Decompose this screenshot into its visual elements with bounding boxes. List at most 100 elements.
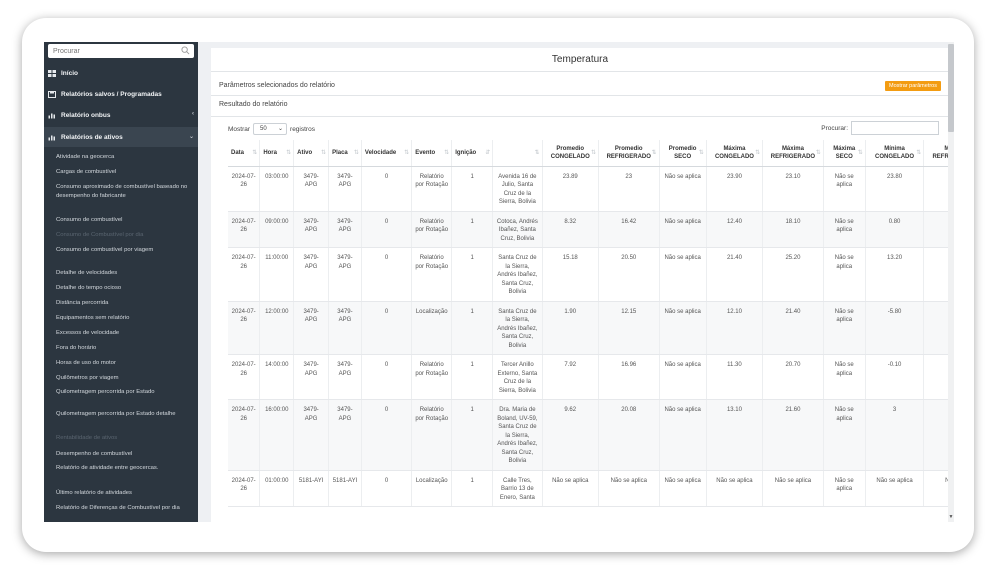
sort-icon: ⇅ [404, 150, 410, 156]
sidebar-subitem[interactable]: Equipamentos sem relatório [56, 315, 130, 321]
scroll-down-icon[interactable]: ▼ [948, 514, 954, 520]
sidebar-subitem[interactable]: Quilômetros por viagem [56, 375, 119, 381]
show-params-button[interactable]: Mostrar parâmetros [885, 81, 941, 91]
sidebar-subitem[interactable]: Horas de uso do motor [56, 360, 116, 366]
sort-icon: ⇅ [698, 150, 704, 156]
table-cell: Não se aplica [823, 166, 866, 212]
page-title: Temperatura [211, 48, 949, 72]
table-cell: Não se aplica [659, 354, 707, 400]
sidebar-subitem[interactable]: Detalhe do tempo ocioso [56, 285, 122, 291]
sidebar-subitem[interactable]: Excessos de velocidade [56, 330, 120, 336]
sort-icon: ⇅ [321, 150, 327, 156]
device-frame: Início Relatórios salvos / Programadas R… [22, 18, 974, 552]
column-header-label: Ativo [297, 149, 313, 156]
column-header[interactable]: Velocidade ⇅ [361, 140, 413, 167]
sidebar-subitem[interactable]: Consumo aproximado de combustível basead… [56, 184, 188, 199]
column-header-label: Data [231, 149, 245, 156]
sidebar-subitem[interactable]: Rentabilidade de ativos [56, 435, 118, 441]
column-header-label: Hora [263, 149, 277, 156]
table-cell: 3479-APG [328, 354, 362, 400]
column-header[interactable]: Máxima SECO ⇅ [823, 140, 866, 167]
sidebar-subitem[interactable]: Fora do horário [56, 345, 97, 351]
sidebar-subitem[interactable]: Detalhe de velocidades [56, 270, 118, 276]
sidebar-subitem[interactable]: Atividade na geocerca [56, 154, 115, 160]
table-cell: 1 [451, 399, 494, 471]
table-cell: 9.5 [923, 211, 949, 248]
chevron-left-icon: ‹ [192, 111, 194, 117]
table-cell: Não se aplica [659, 399, 707, 471]
column-header[interactable]: Placa ⇅ [328, 140, 362, 167]
table-search-input[interactable] [851, 121, 939, 135]
table-cell: Relatório por Rotação [411, 399, 453, 471]
sidebar-item-inicio[interactable]: Início [44, 63, 198, 83]
sort-icon: ⇅ [286, 150, 292, 156]
scrollbar-thumb[interactable] [948, 44, 954, 132]
table-cell: 3479-APG [293, 166, 330, 212]
table-cell: 16:00:00 [259, 399, 295, 471]
table-cell: 5.7 [923, 301, 949, 355]
table-cell: Não se aplica [823, 354, 866, 400]
table-cell: 23.80 [865, 166, 925, 212]
sidebar-item-saved-reports[interactable]: Relatórios salvos / Programadas [44, 84, 198, 104]
column-header-label: Mínima CONGELADO [875, 145, 915, 160]
column-header[interactable]: Ignição ⇵ [451, 140, 494, 167]
column-header[interactable]: Máxima CONGELADO ⇅ [706, 140, 764, 167]
column-header-label: Máxima SECO [833, 145, 856, 160]
sidebar-item-asset-reports[interactable]: Relatórios de ativos ⌄ [44, 127, 198, 147]
column-header[interactable]: Promedio CONGELADO ⇅ [542, 140, 599, 167]
sidebar-subitem[interactable]: Cargas de combustível [56, 169, 117, 175]
column-header[interactable]: Ativo ⇅ [293, 140, 330, 167]
vertical-scrollbar[interactable]: ▼ [948, 42, 954, 522]
sidebar-subitem[interactable]: Último relatório de atividades [56, 490, 132, 496]
table-cell: 3479-APG [328, 399, 362, 471]
column-header[interactable]: Promedio SECO ⇅ [659, 140, 707, 167]
sidebar-subitem[interactable]: Relatório de atividade entre geocercas. [56, 465, 159, 471]
sidebar-subitem[interactable]: Consumo de Combustível por dia [56, 232, 144, 238]
sort-icon: ⇅ [353, 150, 359, 156]
table-cell: Não se aplica [823, 301, 866, 355]
column-header[interactable]: Hora ⇅ [259, 140, 295, 167]
search-icon[interactable] [181, 46, 190, 55]
table-cell: 21.60 [762, 399, 824, 471]
table-cell: Cotoca, Andrés Ibañez, Santa Cruz, Boliv… [492, 211, 543, 248]
sort-icon: ⇅ [857, 150, 863, 156]
sidebar-subitem[interactable]: Desempenho de combustível [56, 451, 133, 457]
table-cell: 3479-APG [293, 301, 330, 355]
table-cell: 23 [598, 166, 660, 212]
table-cell: Relatório por Rotação [411, 211, 453, 248]
sidebar-subitem[interactable]: Consumo de combustível [56, 217, 123, 223]
records-label: registros [290, 125, 315, 133]
column-header[interactable]: Data ⇅ [228, 140, 261, 167]
table-cell: 21.40 [762, 301, 824, 355]
sidebar-subitem[interactable]: Quilometragem percorrida por Estado deta… [56, 411, 176, 417]
column-header-label: Promedio CONGELADO [550, 145, 590, 160]
column-header[interactable]: Máxima REFRIGERADO ⇅ [762, 140, 824, 167]
table-row: 2024-07-26 16:00:00 3479-APG 3479-APG 0 Relat… [228, 399, 949, 471]
table-cell: 18.6 [923, 247, 949, 302]
sidebar-subitem[interactable]: Distância percorrida [56, 300, 109, 306]
table-cell: Localização [411, 301, 453, 355]
page-size-select[interactable]: 50 ⌄ [253, 123, 288, 135]
table-cell: Tercer Anillo Externo, Santa Cruz de la … [492, 354, 543, 400]
report-table-container: Data ⇅ Hora ⇅ Ativo ⇅ Placa ⇅ Velocidade ⇅ Evento ⇅… [228, 140, 949, 522]
sidebar-item-onbus[interactable]: Relatório onbus ‹ [44, 105, 198, 125]
table-cell: 3479-APG [293, 354, 330, 400]
table-search-label: Procurar: [821, 124, 848, 132]
page-size-control: Mostrar 50 ⌄ registros [228, 123, 315, 135]
column-header[interactable]: Promedio REFRIGERADO ⇅ [598, 140, 660, 167]
table-cell: Não se aplica [659, 301, 707, 355]
sidebar-subitem[interactable]: Consumo de combustível por viagem [56, 247, 154, 253]
table-cell: 9.5 [923, 354, 949, 400]
table-search: Procurar: [821, 121, 939, 135]
column-header[interactable]: Mínima CONGELADO ⇅ [865, 140, 925, 167]
table-cell: Santa Cruz de la Sierra, Andrés Ibañez, … [492, 247, 543, 302]
sidebar-search-input[interactable] [48, 44, 178, 58]
column-header[interactable]: Mínima REFRIGERADO⇅ [923, 140, 949, 167]
sort-icon: ⇅ [651, 150, 657, 156]
table-cell: 20.70 [762, 354, 824, 400]
column-header[interactable]: ⇅ [492, 140, 543, 167]
table-cell: Não se [923, 470, 949, 507]
sidebar-subitem[interactable]: Relatório de Diferenças de Combustível p… [56, 505, 180, 511]
column-header[interactable]: Evento ⇅ [411, 140, 453, 167]
sidebar-subitem[interactable]: Quilometragem percorrida por Estado [56, 389, 155, 395]
